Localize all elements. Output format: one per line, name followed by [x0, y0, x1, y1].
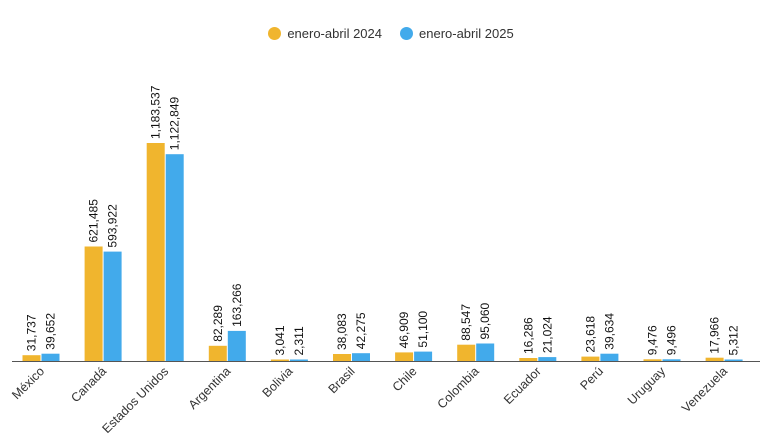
bar-2024-8[interactable]: [519, 358, 538, 361]
data-label-2024-9: 23,618: [583, 316, 597, 353]
bar-2024-6[interactable]: [395, 352, 414, 361]
bar-2025-10[interactable]: [662, 359, 681, 361]
data-label-2025-4: 2,311: [292, 326, 306, 355]
category-label-4: Bolivia: [260, 364, 296, 400]
data-label-2024-3: 82,289: [211, 305, 225, 342]
category-label-3: Argentina: [186, 364, 234, 412]
bar-2024-4[interactable]: [270, 359, 289, 362]
category-label-9: Perú: [577, 364, 606, 393]
data-label-2024-10: 9,476: [646, 325, 660, 355]
legend-swatch-2024: [268, 27, 282, 40]
data-label-2025-9: 39,634: [602, 313, 616, 350]
legend-item-2025[interactable]: enero-abril 2025: [400, 26, 514, 41]
bar-2024-1[interactable]: [84, 246, 103, 362]
data-label-2024-8: 16,286: [521, 317, 535, 354]
bar-2025-4[interactable]: [289, 359, 308, 362]
data-label-2024-5: 38,083: [335, 313, 349, 350]
data-label-2025-6: 51,100: [416, 311, 430, 348]
category-label-7: Colombia: [435, 364, 482, 411]
bar-2024-3[interactable]: [208, 345, 227, 361]
bar-2024-9[interactable]: [581, 356, 600, 361]
legend-swatch-2025: [400, 27, 413, 40]
category-label-1: Canadá: [68, 364, 109, 405]
bar-2025-7[interactable]: [476, 343, 495, 362]
category-label-0: México: [9, 364, 47, 402]
bar-2025-2[interactable]: [165, 154, 184, 361]
bar-2024-2[interactable]: [146, 143, 165, 361]
data-label-2025-11: 5,312: [727, 325, 741, 355]
data-label-2025-1: 593,922: [106, 204, 120, 248]
category-label-11: Venezuela: [679, 364, 730, 415]
data-label-2024-0: 31,737: [25, 314, 39, 351]
category-label-8: Ecuador: [501, 364, 544, 407]
data-label-2025-7: 95,060: [478, 302, 492, 339]
bar-2024-0[interactable]: [22, 355, 41, 361]
data-label-2024-1: 621,485: [87, 199, 101, 243]
data-label-2025-10: 9,496: [665, 325, 679, 355]
data-label-2025-8: 21,024: [540, 316, 554, 353]
bar-2025-6[interactable]: [414, 351, 433, 361]
data-label-2024-6: 46,909: [397, 311, 411, 348]
bar-2025-5[interactable]: [352, 353, 370, 361]
bar-2025-1[interactable]: [103, 251, 122, 361]
legend-label-2024: enero-abril 2024: [287, 26, 382, 41]
bar-2024-10[interactable]: [643, 359, 662, 361]
bar-2025-0[interactable]: [41, 353, 60, 361]
bar-2025-8[interactable]: [538, 357, 557, 361]
bar-2024-11[interactable]: [705, 357, 724, 361]
category-label-6: Chile: [390, 364, 420, 394]
data-label-2024-7: 88,547: [459, 304, 473, 341]
data-label-2025-2: 1,122,849: [168, 96, 182, 150]
category-label-2: Estados Unidos: [100, 364, 172, 434]
bar-2024-7[interactable]: [457, 344, 476, 361]
data-label-2024-4: 3,041: [273, 325, 287, 355]
legend: enero-abril 2024 enero-abril 2025: [0, 26, 782, 41]
data-label-2024-2: 1,183,537: [149, 85, 163, 139]
data-label-2025-0: 39,652: [44, 313, 58, 350]
bar-2025-11[interactable]: [724, 359, 743, 362]
bar-2025-3[interactable]: [227, 330, 246, 361]
category-label-5: Brasil: [326, 364, 358, 396]
legend-label-2025: enero-abril 2025: [419, 26, 514, 41]
data-label-2025-5: 42,275: [354, 312, 368, 349]
bar-2024-5[interactable]: [333, 354, 351, 361]
data-label-2024-11: 17,966: [708, 317, 722, 354]
data-label-2025-3: 163,266: [230, 283, 244, 327]
legend-item-2024[interactable]: enero-abril 2024: [268, 26, 382, 41]
bar-2025-9[interactable]: [600, 353, 619, 361]
category-label-10: Uruguay: [625, 364, 669, 408]
